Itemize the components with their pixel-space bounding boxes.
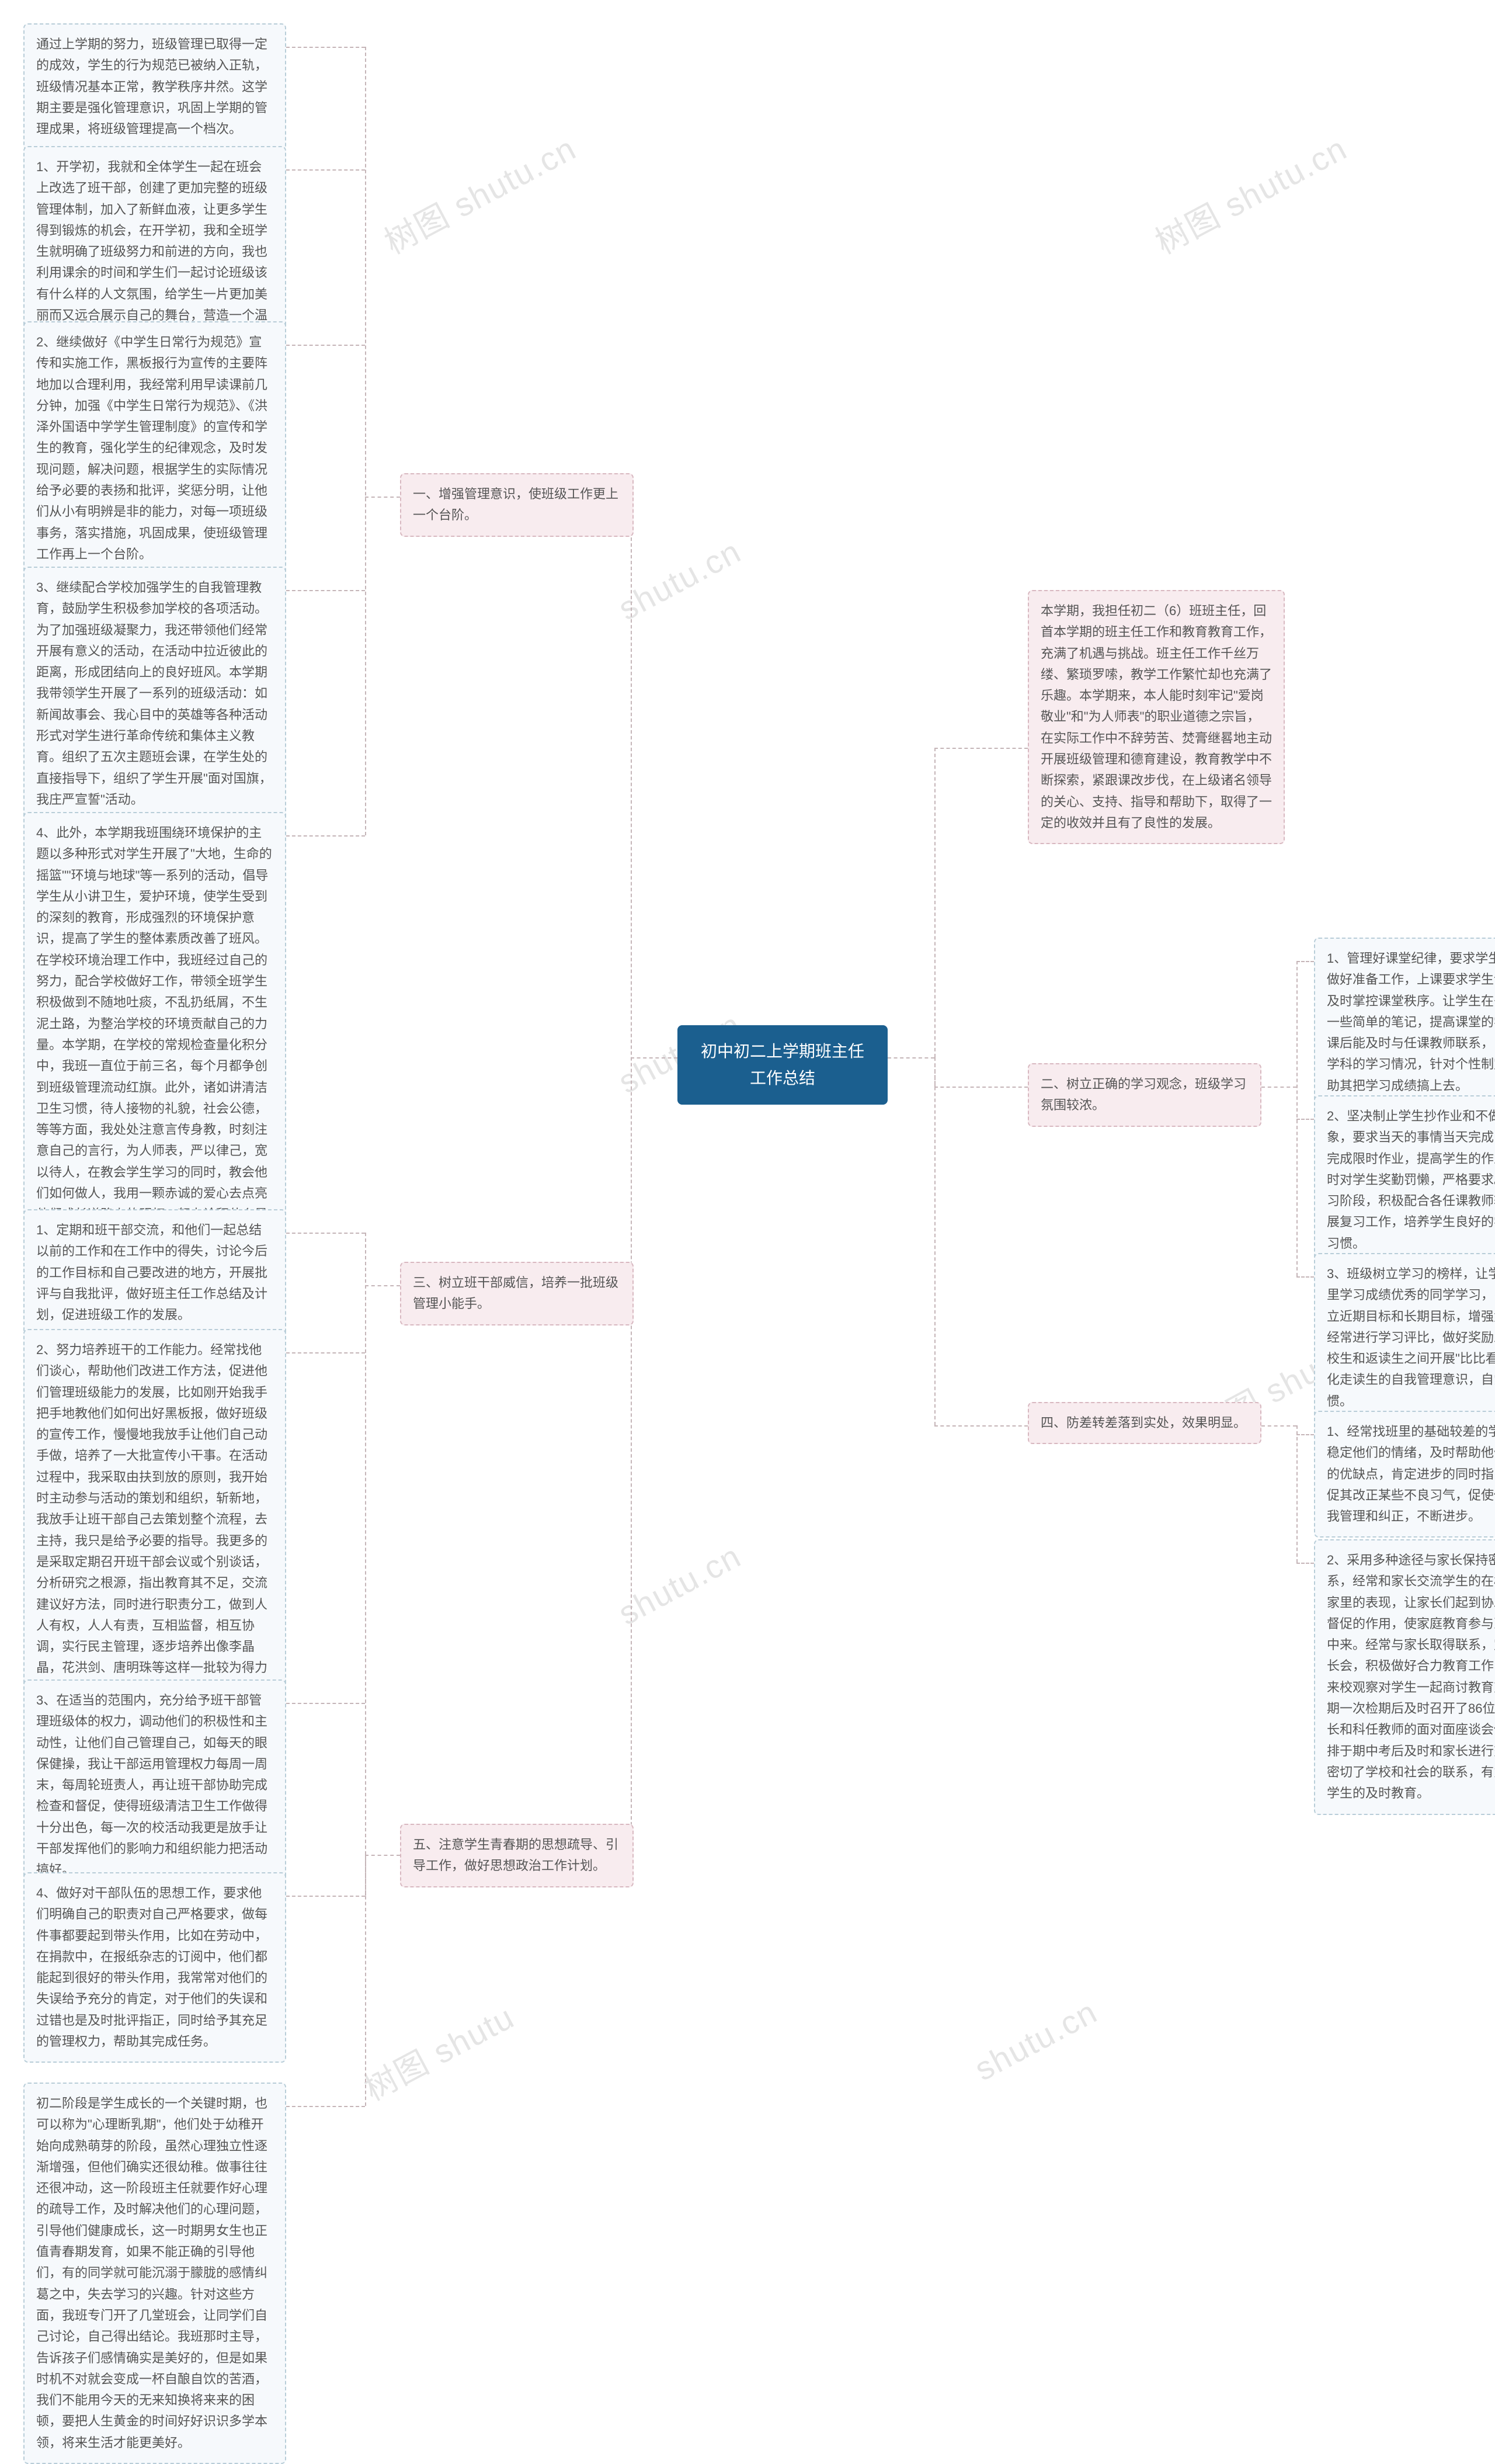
connector	[934, 748, 936, 1057]
connector	[286, 1896, 365, 1897]
leaf-s1-2: 2、继续做好《中学生日常行为规范》宣传和实施工作，黑板报行为宣传的主要阵地加以合…	[23, 321, 286, 575]
connector	[365, 497, 400, 498]
watermark: 树图 shutu.cn	[1146, 123, 1354, 263]
leaf-s4-1: 2、采用多种途径与家长保持密切的联系，经常和家长交流学生的在校情况和在家里的表现…	[1314, 1539, 1495, 1815]
connector	[286, 47, 365, 48]
watermark: shutu.cn	[968, 1992, 1104, 2088]
category-s2: 二、树立正确的学习观念，班级学习氛围较浓。	[1028, 1063, 1261, 1127]
connector	[365, 1855, 400, 1856]
watermark: shutu.cn	[612, 532, 748, 627]
watermark: 树图 shutu	[354, 1991, 521, 2110]
connector	[286, 1352, 365, 1354]
leaf-s5-0: 初二阶段是学生成长的一个关键时期，也可以称为"心理断乳期"，他们处于幼稚开始向成…	[23, 2083, 286, 2464]
intro-node: 本学期，我担任初二（6）班班主任，回首本学期的班主任工作和教育教育工作，充满了机…	[1028, 590, 1285, 844]
connector	[1296, 1563, 1314, 1564]
connector	[286, 1703, 365, 1704]
leaf-s3-3: 4、做好对干部队伍的思想工作，要求他们明确自己的职责对自己严格要求，做每件事都要…	[23, 1872, 286, 2063]
connector	[286, 345, 365, 346]
connector	[365, 47, 366, 835]
connector	[1296, 1119, 1314, 1120]
watermark: 树图 shutu.cn	[375, 123, 583, 263]
connector	[365, 1285, 400, 1286]
connector	[286, 835, 365, 837]
leaf-s2-0: 1、管理好课堂纪律，要求学生养成课前做好准备工作，上课要求学生认真听讲，及时掌控…	[1314, 938, 1495, 1107]
connector	[934, 748, 1028, 749]
connector	[1296, 1276, 1314, 1278]
leaf-s3-1: 2、努力培养班干的工作能力。经常找他们谈心，帮助他们改进工作方法，促进他们管理班…	[23, 1329, 286, 1710]
category-s1: 一、增强管理意识，使班级工作更上一个台阶。	[400, 473, 634, 537]
connector	[1261, 1087, 1296, 1088]
leaf-s3-2: 3、在适当的范围内，充分给予班干部管理班级体的权力，调动他们的积极性和主动性，让…	[23, 1679, 286, 1892]
connector	[286, 590, 365, 591]
center-node: 初中初二上学期班主任工作总结	[677, 1025, 888, 1105]
leaf-s2-2: 3、班级树立学习的榜样，让学生们向班里学习成绩优秀的同学学习，引导他们树立近期目…	[1314, 1253, 1495, 1422]
connector	[934, 1425, 1028, 1427]
category-s5: 五、注意学生青春期的思想疏导、引导工作，做好思想政治工作计划。	[400, 1824, 634, 1887]
connector	[1296, 961, 1314, 962]
category-s3: 三、树立班干部威信，培养一批班级管理小能手。	[400, 1262, 634, 1325]
connector	[365, 1855, 366, 2106]
connector	[631, 1057, 677, 1059]
connector	[631, 497, 632, 1855]
watermark: shutu.cn	[612, 1536, 748, 1632]
category-s4: 四、防差转差落到实处，效果明显。	[1028, 1402, 1261, 1444]
leaf-s4-0: 1、经常找班里的基础较差的学生谈心，稳定他们的情绪，及时帮助他们发现身上的优缺点…	[1314, 1411, 1495, 1538]
connector	[1296, 1434, 1314, 1435]
leaf-s3-0: 1、定期和班干部交流，和他们一起总结以前的工作和在工作中的得失，讨论今后的工作目…	[23, 1209, 286, 1336]
leaf-s2-1: 2、坚决制止学生抄作业和不做作业的现象，要求当天的事情当天完成，并且经常完成限时…	[1314, 1095, 1495, 1265]
connector	[365, 1233, 366, 1896]
connector	[286, 169, 365, 171]
connector	[934, 1057, 936, 1425]
connector	[934, 1087, 1028, 1088]
connector	[286, 2106, 365, 2107]
connector	[286, 1233, 365, 1234]
connector	[1261, 1425, 1296, 1427]
connector	[1296, 1425, 1298, 1563]
leaf-s1-4: 4、此外，本学期我班围绕环境保护的主题以多种形式对学生开展了"大地，生命的摇篮"…	[23, 812, 286, 1257]
leaf-s1-3: 3、继续配合学校加强学生的自我管理教育，鼓励学生积极参加学校的各项活动。为了加强…	[23, 567, 286, 821]
connector	[888, 1057, 934, 1059]
leaf-s1-0: 通过上学期的努力，班级管理已取得一定的成效，学生的行为规范已被纳入正轨，班级情况…	[23, 23, 286, 150]
